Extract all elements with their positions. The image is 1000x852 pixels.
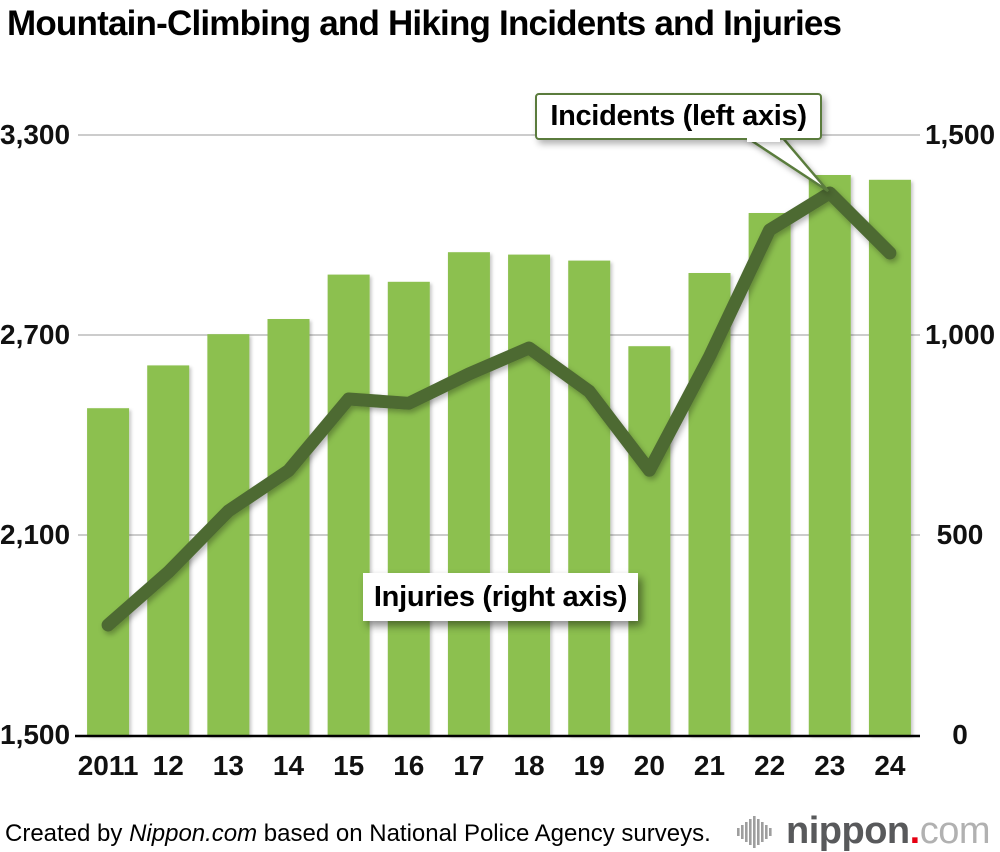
nippon-logo: nippon.com (737, 810, 991, 852)
injuries-bar (568, 260, 611, 735)
credit-suffix: based on National Police Agency surveys. (257, 820, 711, 847)
y-axis-tick-left: 3,300 (0, 119, 71, 150)
nippon-soundwave-icon (737, 815, 772, 848)
logo-brand: nippon (786, 810, 910, 852)
credit-prefix: Created by (5, 820, 130, 847)
x-axis-tick-year: 20 (633, 750, 665, 781)
injuries-bar-series (87, 175, 911, 736)
nippon-logo-text: nippon.com (786, 810, 990, 852)
injuries-bar (628, 346, 671, 735)
injuries-bar (87, 408, 130, 735)
logo-tld: com (919, 810, 991, 852)
x-axis-tick-year: 15 (333, 750, 365, 781)
injuries-bar (387, 281, 430, 735)
gridlines (78, 134, 920, 536)
x-axis-tick-year: 22 (754, 750, 786, 781)
x-axis-tick-year: 12 (152, 750, 184, 781)
x-axis-tick-year: 13 (212, 750, 244, 781)
injuries-bar (267, 319, 310, 735)
callout-pointer-tail (741, 135, 829, 193)
injuries-callout-label: Injuries (right axis) (363, 573, 638, 621)
y-axis-tick-right: 1,000 (924, 319, 996, 350)
x-axis-tick-year: 24 (874, 750, 906, 781)
x-axis-tick-year: 18 (513, 750, 545, 781)
logo-dot: . (909, 810, 921, 852)
incidents-callout-label: Incidents (left axis) (535, 93, 822, 140)
injuries-bar (508, 254, 551, 735)
credit-source-name: Nippon.com (129, 820, 258, 847)
x-axis-tick-year: 23 (814, 750, 846, 781)
y-axis-tick-left: 2,700 (0, 319, 71, 350)
injuries-bar (207, 334, 250, 735)
x-axis-tick-year: 19 (573, 750, 605, 781)
x-axis-tick-year: 16 (393, 750, 425, 781)
source-credit: Created by Nippon.com based on National … (5, 820, 711, 848)
x-axis-tick-year: 21 (693, 750, 726, 781)
chart-title: Mountain-Climbing and Hiking Incidents a… (7, 4, 842, 43)
x-axis-tick-year: 17 (453, 750, 485, 781)
callout-tail-border-mask (747, 136, 780, 142)
injuries-bar (327, 274, 370, 735)
y-axis-tick-left: 2,100 (0, 519, 71, 550)
injuries-bar (447, 252, 490, 735)
injuries-bar (748, 213, 791, 735)
y-axis-tick-right: 500 (936, 519, 984, 550)
injuries-bar (808, 175, 851, 735)
x-axis-tick-year: 2011 (77, 750, 139, 781)
y-axis-tick-right: 0 (952, 719, 968, 750)
y-axis-tick-left: 1,500 (0, 719, 71, 750)
injuries-bar (868, 179, 911, 736)
y-axis-tick-right: 1,500 (924, 119, 996, 150)
incidents-line (101, 186, 897, 632)
chart-plot-area (75, 134, 920, 738)
x-axis-tick-year: 14 (272, 750, 305, 781)
